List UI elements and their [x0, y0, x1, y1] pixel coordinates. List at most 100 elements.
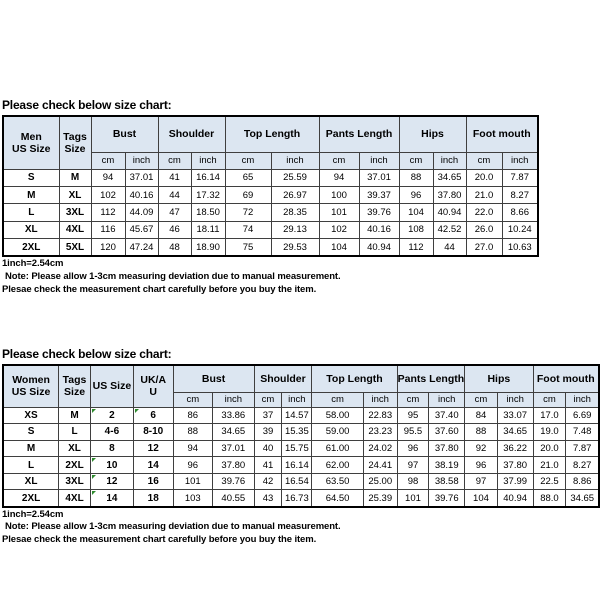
header-line: Tags: [62, 374, 87, 387]
value-cell: 101: [318, 203, 360, 222]
note-deviation: Note: Please allow 1-3cm measuring devia…: [5, 270, 341, 282]
uk-cell: 8-10: [132, 423, 174, 441]
note-check-chart: Plesae check the measurement chart caref…: [2, 534, 317, 546]
value-cell: 18.90: [190, 238, 226, 257]
value-cell: 37.60: [428, 423, 466, 441]
value-cell: 34.65: [212, 423, 255, 441]
table-row: S L 4-6 8-10 88 34.65 39 15.35 59.00 23.23 95.5 37.…: [2, 423, 600, 441]
value-cell: 47: [157, 203, 192, 222]
us-size-header: US Size: [89, 364, 134, 408]
tag-cell: 4XL: [58, 220, 92, 240]
value-cell: 8.27: [501, 185, 539, 205]
value-cell: 88.0: [532, 489, 567, 508]
value-cell: 7.87: [501, 168, 539, 187]
us-size-cell: 10: [89, 456, 134, 474]
uk-cell: 12: [132, 439, 174, 458]
inch-unit-header: inch: [190, 151, 226, 170]
value-cell: 22.83: [362, 406, 398, 425]
inch-unit-header: inch: [281, 391, 313, 408]
value-cell: 40.94: [496, 489, 534, 508]
value-cell: 74: [224, 220, 272, 240]
inch-unit-header: inch: [432, 151, 467, 170]
value-cell: 19.0: [532, 423, 567, 441]
value-cell: 29.53: [270, 238, 320, 257]
value-cell: 44.09: [124, 203, 159, 222]
men-size-table: Men US Size Tags Size Bust Shoulder Top …: [2, 115, 539, 257]
inch-unit-header: inch: [212, 391, 255, 408]
value-cell: 37.40: [428, 406, 466, 425]
cm-unit-header: cm: [532, 391, 567, 408]
value-cell: 101: [172, 472, 214, 491]
value-cell: 58.00: [311, 406, 364, 425]
tag-cell: 3XL: [58, 203, 92, 222]
value-cell: 41: [253, 456, 283, 474]
inch-unit-header: inch: [358, 151, 400, 170]
us-cell: L: [2, 203, 60, 222]
value-cell: 39.76: [428, 489, 466, 508]
value-cell: 103: [172, 489, 214, 508]
note-check-chart: Plesae check the measurement chart caref…: [2, 283, 317, 295]
value-cell: 16.73: [281, 489, 313, 508]
value-cell: 24.02: [362, 439, 398, 458]
value-cell: 16.14: [190, 168, 226, 187]
value-cell: 59.00: [311, 423, 364, 441]
note-deviation: Note: Please allow 1-3cm measuring devia…: [5, 521, 341, 533]
table-row: XS M 2 6 86 33.86 37 14.57 58.00 22.83 95 37.40 84 33…: [2, 406, 600, 425]
cm-unit-header: cm: [398, 151, 434, 170]
us-cell: S: [2, 423, 60, 441]
value-cell: 23.23: [362, 423, 398, 441]
value-cell: 15.35: [281, 423, 313, 441]
men-chart-title: Please check below size chart:: [2, 98, 172, 112]
value-cell: 84: [464, 406, 498, 425]
value-cell: 44: [432, 238, 467, 257]
top-length-header: Top Length: [224, 115, 320, 153]
note-inch-conversion: 1inch=2.54cm: [2, 257, 64, 269]
value-cell: 102: [90, 185, 126, 205]
header-line: US Size: [11, 386, 51, 399]
value-cell: 104: [398, 203, 434, 222]
value-cell: 94: [318, 168, 360, 187]
men-us-size-header: Men US Size: [2, 115, 60, 170]
value-cell: 44: [157, 185, 192, 205]
value-cell: 116: [90, 220, 126, 240]
value-cell: 33.86: [212, 406, 255, 425]
value-cell: 88: [464, 423, 498, 441]
value-cell: 37.01: [358, 168, 400, 187]
header-line: Size: [64, 142, 86, 155]
bust-header: Bust: [90, 115, 159, 153]
value-cell: 40: [253, 439, 283, 458]
men-chart-notes: 1inch=2.54cm Note: Please allow 1-3cm me…: [2, 258, 539, 296]
women-size-chart-section: Please check below size chart: Women US …: [2, 347, 600, 547]
men-table-body: S M 94 37.01 41 16.14 65 25.59 94 37.01 88 34.65 20.…: [2, 168, 539, 257]
cm-unit-header: cm: [253, 391, 283, 408]
uk-cell: 16: [132, 472, 174, 491]
value-cell: 69: [224, 185, 272, 205]
women-us-size-header: Women US Size: [2, 364, 60, 408]
bust-header: Bust: [172, 364, 255, 393]
value-cell: 96: [396, 439, 430, 458]
value-cell: 95: [396, 406, 430, 425]
value-cell: 21.0: [465, 185, 503, 205]
value-cell: 10.24: [501, 220, 539, 240]
men-tags-size-header: Tags Size: [58, 115, 92, 170]
uk-cell: 18: [132, 489, 174, 508]
value-cell: 95.5: [396, 423, 430, 441]
value-cell: 63.50: [311, 472, 364, 491]
value-cell: 16.54: [281, 472, 313, 491]
value-cell: 102: [318, 220, 360, 240]
value-cell: 39.76: [212, 472, 255, 491]
value-cell: 29.13: [270, 220, 320, 240]
us-cell: XL: [2, 472, 60, 491]
women-chart-title: Please check below size chart:: [2, 347, 172, 361]
table-row: M XL 102 40.16 44 17.32 69 26.97 100 39.37 96 37.80…: [2, 185, 539, 205]
value-cell: 20.0: [532, 439, 567, 458]
value-cell: 26.97: [270, 185, 320, 205]
value-cell: 22.5: [532, 472, 567, 491]
value-cell: 33.07: [496, 406, 534, 425]
value-cell: 8.86: [565, 472, 600, 491]
header-line: US Size: [11, 142, 51, 155]
us-cell: 2XL: [2, 489, 60, 508]
tag-cell: XL: [58, 439, 91, 458]
tag-cell: L: [58, 423, 91, 441]
hips-header: Hips: [464, 364, 534, 393]
